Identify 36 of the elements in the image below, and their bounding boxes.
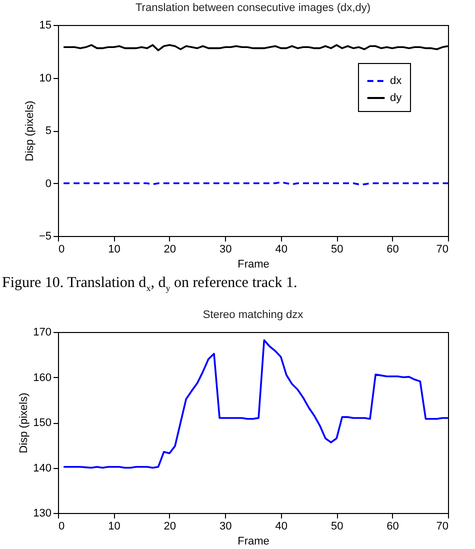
chart-title: Stereo matching dzx [202, 309, 304, 321]
y-tick-label: 0 [45, 178, 52, 190]
y-axis-title: Disp (pixels) [24, 100, 36, 162]
legend-label: dy [390, 92, 402, 104]
y-tick-label: 160 [33, 372, 52, 384]
x-tick-label: 70 [436, 520, 448, 532]
y-tick-label: 5 [45, 125, 52, 137]
x-tick-label: 70 [436, 244, 448, 256]
y-axis-title: Disp (pixels) [18, 392, 30, 454]
y-tick-label: 130 [33, 508, 52, 520]
x-tick-label: 0 [58, 520, 65, 532]
y-tick-label: 140 [33, 462, 52, 474]
x-tick-label: 20 [164, 520, 176, 532]
line-series [62, 339, 449, 469]
x-tick-label: 30 [220, 520, 232, 532]
y-tick-label: −5 [38, 230, 52, 242]
x-axis-title: Frame [238, 536, 270, 548]
x-tick-label: 30 [220, 244, 232, 256]
chart-title: Translation between consecutive images (dx,dy) [136, 2, 370, 14]
x-tick-label: 40 [275, 520, 288, 532]
x-tick-label: 0 [58, 244, 65, 256]
legend-label: dx [390, 75, 402, 87]
x-tick-label: 60 [386, 520, 399, 532]
x-axis-title: Frame [238, 258, 270, 270]
y-tick-label: 15 [39, 20, 52, 32]
x-tick-label: 60 [386, 244, 399, 256]
x-tick-label: 10 [108, 520, 120, 532]
x-tick-label: 10 [108, 244, 120, 256]
y-tick-label: 150 [33, 417, 52, 429]
x-tick-label: 40 [275, 244, 288, 256]
x-tick-label: 20 [164, 244, 176, 256]
x-tick-label: 50 [330, 244, 344, 256]
x-tick-label: 50 [330, 520, 344, 532]
y-tick-label: 10 [39, 72, 52, 84]
y-tick-label: 170 [33, 326, 52, 338]
caption: Figure 10. Translation d$_{x}$, d$_{y}$ on reference track 1. [1, 274, 298, 295]
